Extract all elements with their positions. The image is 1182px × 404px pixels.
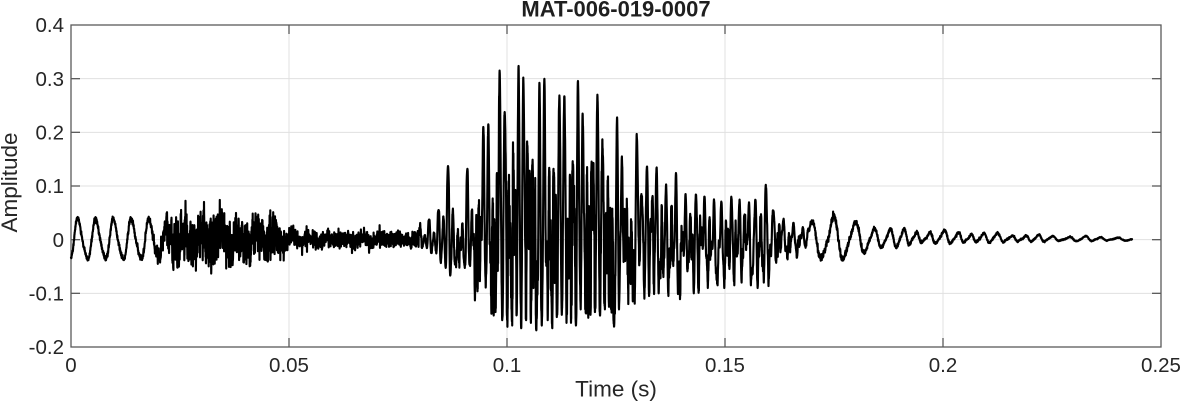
svg-text:0.4: 0.4 (36, 14, 65, 37)
svg-text:-0.2: -0.2 (29, 336, 64, 359)
svg-text:0.05: 0.05 (269, 354, 309, 377)
svg-text:Amplitude: Amplitude (0, 132, 22, 232)
svg-text:0.1: 0.1 (36, 175, 65, 198)
svg-text:0.2: 0.2 (929, 354, 958, 377)
svg-text:0.1: 0.1 (493, 354, 522, 377)
svg-text:0: 0 (65, 354, 76, 377)
svg-text:0.25: 0.25 (1141, 354, 1181, 377)
svg-text:0.2: 0.2 (36, 122, 65, 145)
svg-text:0.3: 0.3 (36, 68, 65, 91)
svg-text:MAT-006-019-0007: MAT-006-019-0007 (521, 0, 710, 22)
svg-text:-0.1: -0.1 (29, 283, 64, 306)
svg-text:Time (s): Time (s) (575, 377, 657, 402)
svg-text:0.15: 0.15 (705, 354, 745, 377)
svg-text:0: 0 (53, 229, 64, 252)
